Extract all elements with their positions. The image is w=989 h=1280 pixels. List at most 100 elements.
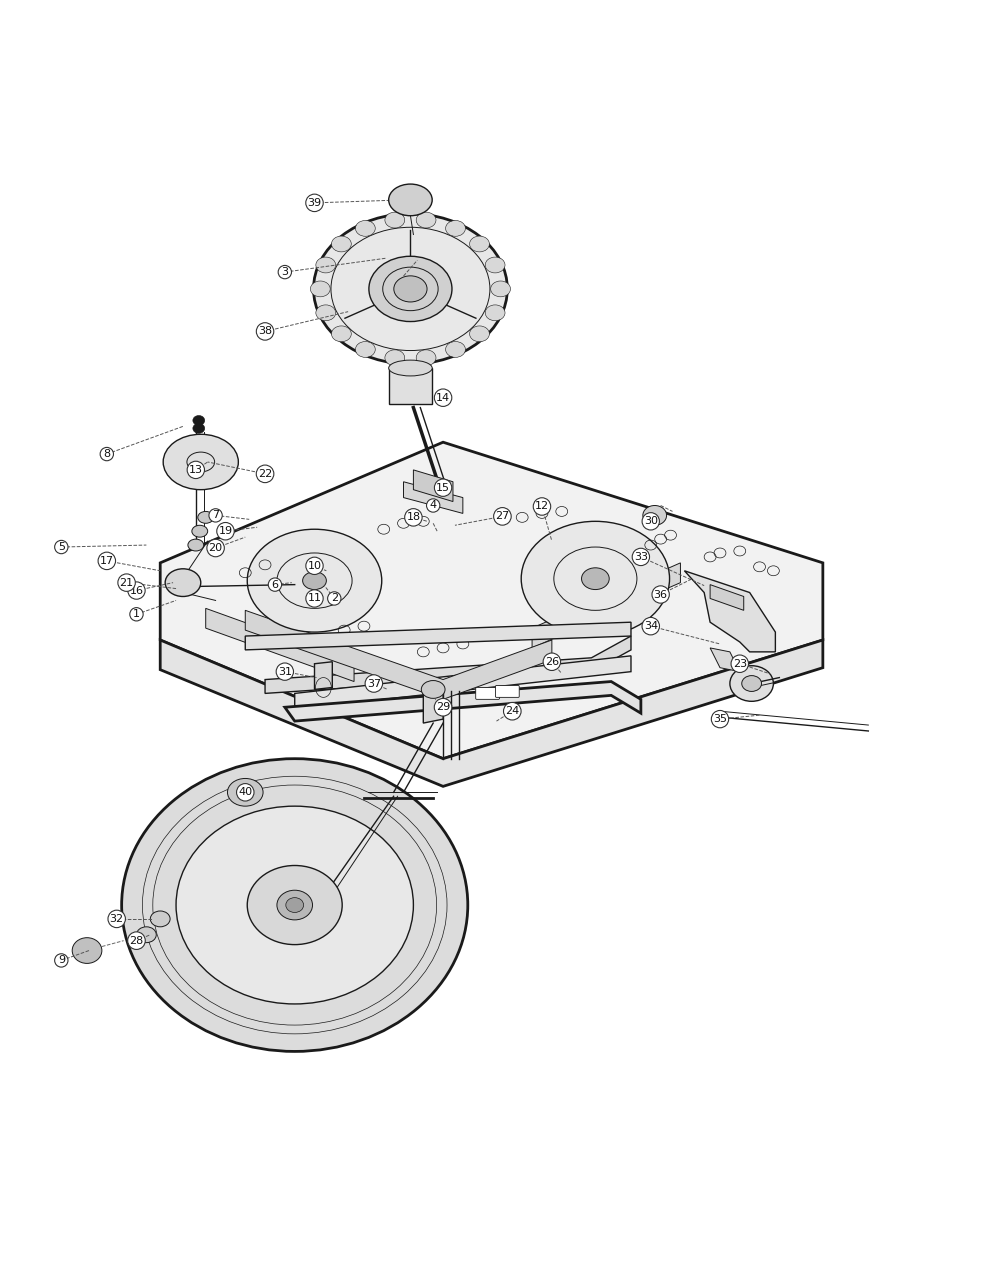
Ellipse shape bbox=[385, 212, 405, 228]
Ellipse shape bbox=[176, 806, 413, 1004]
Text: 39: 39 bbox=[308, 198, 321, 207]
Ellipse shape bbox=[193, 424, 205, 434]
Text: Partstree: Partstree bbox=[282, 602, 707, 678]
Ellipse shape bbox=[193, 416, 205, 425]
Text: 12: 12 bbox=[535, 502, 549, 512]
Ellipse shape bbox=[491, 282, 510, 297]
Text: 32: 32 bbox=[110, 914, 124, 924]
Polygon shape bbox=[245, 622, 631, 650]
Ellipse shape bbox=[122, 759, 468, 1051]
Text: 1: 1 bbox=[133, 609, 140, 620]
Ellipse shape bbox=[165, 568, 201, 596]
Text: 11: 11 bbox=[308, 594, 321, 603]
Polygon shape bbox=[285, 681, 641, 721]
Ellipse shape bbox=[470, 326, 490, 342]
Polygon shape bbox=[532, 563, 680, 648]
Text: 6: 6 bbox=[271, 580, 279, 590]
Ellipse shape bbox=[150, 911, 170, 927]
Ellipse shape bbox=[136, 927, 156, 942]
Ellipse shape bbox=[416, 212, 436, 228]
Polygon shape bbox=[265, 636, 631, 694]
Text: 37: 37 bbox=[367, 678, 381, 689]
Ellipse shape bbox=[486, 305, 505, 321]
Text: 36: 36 bbox=[654, 590, 668, 599]
Ellipse shape bbox=[303, 572, 326, 590]
Text: 20: 20 bbox=[209, 543, 223, 553]
Text: 29: 29 bbox=[436, 703, 450, 712]
Ellipse shape bbox=[192, 525, 208, 538]
Polygon shape bbox=[295, 655, 631, 709]
FancyBboxPatch shape bbox=[476, 687, 499, 699]
Ellipse shape bbox=[470, 236, 490, 252]
Polygon shape bbox=[206, 608, 354, 681]
Polygon shape bbox=[245, 611, 552, 699]
Ellipse shape bbox=[521, 521, 670, 636]
Text: 7: 7 bbox=[212, 511, 220, 521]
Text: 18: 18 bbox=[406, 512, 420, 522]
Polygon shape bbox=[404, 481, 463, 513]
Ellipse shape bbox=[227, 778, 263, 806]
Ellipse shape bbox=[286, 897, 304, 913]
Ellipse shape bbox=[314, 214, 507, 364]
Text: 9: 9 bbox=[57, 955, 65, 965]
Ellipse shape bbox=[730, 666, 773, 701]
Text: 3: 3 bbox=[281, 268, 289, 276]
Ellipse shape bbox=[446, 220, 466, 237]
Polygon shape bbox=[710, 585, 744, 611]
Ellipse shape bbox=[188, 539, 204, 550]
Ellipse shape bbox=[486, 257, 505, 273]
FancyBboxPatch shape bbox=[495, 686, 519, 698]
Text: 22: 22 bbox=[258, 468, 272, 479]
Ellipse shape bbox=[277, 890, 313, 920]
Text: 8: 8 bbox=[103, 449, 111, 460]
Ellipse shape bbox=[198, 512, 214, 524]
Text: 27: 27 bbox=[495, 512, 509, 521]
Text: 15: 15 bbox=[436, 483, 450, 493]
Text: 24: 24 bbox=[505, 707, 519, 717]
Polygon shape bbox=[710, 648, 740, 672]
Ellipse shape bbox=[311, 282, 330, 297]
Text: 14: 14 bbox=[436, 393, 450, 403]
Ellipse shape bbox=[72, 938, 102, 964]
Ellipse shape bbox=[369, 256, 452, 321]
Ellipse shape bbox=[389, 360, 432, 376]
Ellipse shape bbox=[416, 349, 436, 366]
Text: 13: 13 bbox=[189, 465, 203, 475]
Ellipse shape bbox=[163, 434, 238, 490]
Ellipse shape bbox=[742, 676, 762, 691]
Ellipse shape bbox=[331, 236, 351, 252]
Text: 23: 23 bbox=[733, 659, 747, 668]
Ellipse shape bbox=[385, 349, 405, 366]
Text: 10: 10 bbox=[308, 561, 321, 571]
Text: 34: 34 bbox=[644, 621, 658, 631]
Ellipse shape bbox=[331, 326, 351, 342]
Text: 40: 40 bbox=[238, 787, 252, 797]
Text: 19: 19 bbox=[219, 526, 232, 536]
Text: 38: 38 bbox=[258, 326, 272, 337]
Text: 21: 21 bbox=[120, 577, 134, 588]
Polygon shape bbox=[423, 687, 443, 723]
Polygon shape bbox=[389, 369, 432, 403]
Ellipse shape bbox=[247, 865, 342, 945]
Text: 28: 28 bbox=[130, 936, 143, 946]
Ellipse shape bbox=[355, 220, 375, 237]
Text: 31: 31 bbox=[278, 667, 292, 677]
Text: 30: 30 bbox=[644, 516, 658, 526]
Text: 16: 16 bbox=[130, 585, 143, 595]
Text: 4: 4 bbox=[429, 500, 437, 511]
Text: 17: 17 bbox=[100, 556, 114, 566]
Ellipse shape bbox=[355, 342, 375, 357]
Polygon shape bbox=[160, 442, 823, 759]
Ellipse shape bbox=[394, 276, 427, 302]
Text: 26: 26 bbox=[545, 657, 559, 667]
Ellipse shape bbox=[582, 568, 609, 590]
Text: 5: 5 bbox=[57, 541, 65, 552]
Polygon shape bbox=[684, 571, 775, 652]
Text: 33: 33 bbox=[634, 552, 648, 562]
Ellipse shape bbox=[315, 305, 335, 321]
Polygon shape bbox=[315, 662, 332, 690]
Polygon shape bbox=[413, 470, 453, 502]
Ellipse shape bbox=[409, 195, 427, 209]
Text: 2: 2 bbox=[330, 594, 338, 603]
Ellipse shape bbox=[446, 342, 466, 357]
